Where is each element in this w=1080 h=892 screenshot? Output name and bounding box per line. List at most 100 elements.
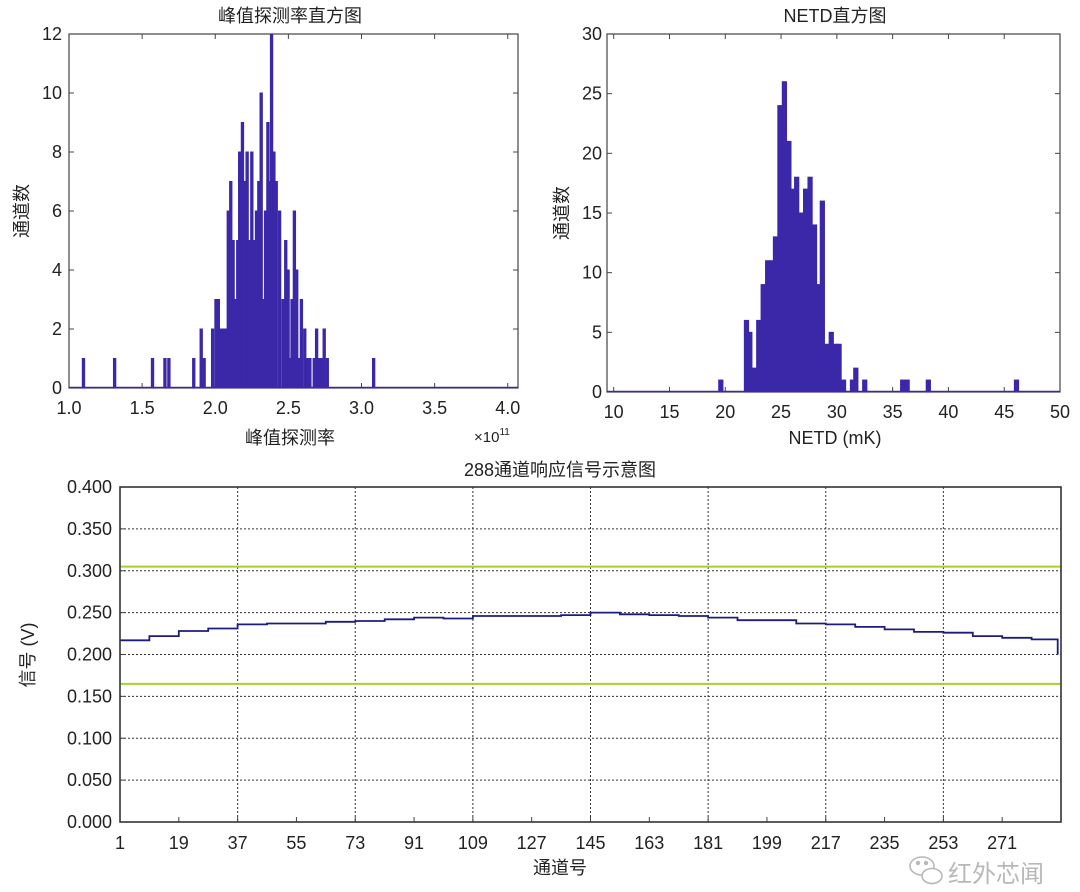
x-tick-label: 3.0 bbox=[349, 398, 374, 418]
x-tick-label: 235 bbox=[870, 833, 900, 853]
y-tick-label: 6 bbox=[52, 201, 62, 221]
y-tick-label: 0 bbox=[52, 378, 62, 398]
histogram-bar bbox=[217, 300, 219, 389]
y-tick-label: 0.050 bbox=[67, 770, 112, 790]
x-tick-label: 35 bbox=[883, 402, 903, 422]
x-axis-label: NETD (mK) bbox=[789, 428, 882, 448]
watermark: 红外芯闻 bbox=[910, 857, 1044, 888]
x-tick-label: 163 bbox=[634, 833, 664, 853]
histogram-bar bbox=[803, 189, 807, 392]
y-tick-label: 0.350 bbox=[67, 519, 112, 539]
histogram-bar bbox=[298, 359, 300, 389]
y-tick-label: 20 bbox=[582, 143, 602, 163]
histogram-bar bbox=[300, 300, 302, 389]
histogram-bar bbox=[854, 368, 858, 392]
y-axis-label: 通道数 bbox=[552, 186, 572, 240]
chart-title: 峰值探测率直方图 bbox=[218, 6, 362, 26]
y-tick-label: 12 bbox=[42, 24, 62, 44]
histogram-bar bbox=[926, 380, 930, 392]
x-tick-label: 145 bbox=[575, 833, 605, 853]
y-tick-label: 30 bbox=[582, 24, 602, 44]
x-tick-label: 25 bbox=[771, 402, 791, 422]
chart-title: NETD直方图 bbox=[784, 6, 887, 26]
x-tick-label: 45 bbox=[994, 402, 1014, 422]
x-tick-label: 55 bbox=[286, 833, 306, 853]
y-axis-label: 通道数 bbox=[12, 184, 32, 238]
y-tick-label: 15 bbox=[582, 203, 602, 223]
x-tick-label: 50 bbox=[1050, 402, 1070, 422]
histogram-bar bbox=[773, 237, 777, 392]
y-tick-label: 0.000 bbox=[67, 812, 112, 832]
x-tick-label: 15 bbox=[659, 402, 679, 422]
histogram-bar bbox=[757, 320, 761, 392]
x-tick-label: 181 bbox=[693, 833, 723, 853]
histogram-bar bbox=[719, 380, 723, 392]
histogram-bar bbox=[766, 261, 770, 392]
histogram-bar bbox=[282, 300, 284, 389]
y-axis-label: 信号 (V) bbox=[18, 623, 38, 688]
channel-signal-chart: 288通道响应信号示意图 通道号 信号 (V) 0.0000.0500.1000… bbox=[18, 460, 1061, 878]
histogram-bar bbox=[863, 380, 867, 392]
histogram-bar bbox=[323, 329, 325, 388]
histogram-bar bbox=[224, 329, 226, 388]
x-axis-label: 峰值探测率 bbox=[245, 428, 335, 448]
y-tick-label: 25 bbox=[582, 84, 602, 104]
multiplier-exponent: 11 bbox=[499, 427, 510, 438]
histogram-bar bbox=[799, 213, 803, 392]
histogram-bar bbox=[239, 152, 241, 388]
x-axis-multiplier: ×1011 bbox=[474, 427, 510, 446]
x-tick-label: 91 bbox=[404, 833, 424, 853]
histogram-bar bbox=[372, 359, 374, 389]
x-tick-label: 30 bbox=[827, 402, 847, 422]
histogram-bar bbox=[211, 329, 213, 388]
histogram-bar bbox=[901, 380, 905, 392]
histogram-bar bbox=[164, 359, 166, 389]
histogram-bar bbox=[829, 332, 833, 392]
y-tick-label: 0.200 bbox=[67, 645, 112, 665]
x-axis-label: 通道号 bbox=[533, 858, 587, 878]
multiplier-base: ×10 bbox=[474, 429, 499, 446]
y-tick-label: 4 bbox=[52, 260, 62, 280]
histogram-bar bbox=[82, 359, 84, 389]
y-tick-label: 2 bbox=[52, 319, 62, 339]
histogram-bar bbox=[320, 359, 322, 389]
x-tick-label: 10 bbox=[604, 402, 624, 422]
y-tick-label: 0.300 bbox=[67, 561, 112, 581]
watermark-text: 红外芯闻 bbox=[948, 861, 1044, 888]
histogram-bar bbox=[825, 344, 829, 392]
x-tick-label: 127 bbox=[517, 833, 547, 853]
plot-area: 0.0000.0500.1000.1500.2000.2500.3000.350… bbox=[67, 477, 1061, 853]
x-tick-label: 109 bbox=[458, 833, 488, 853]
histogram-bar bbox=[795, 177, 799, 392]
x-tick-label: 3.5 bbox=[422, 398, 447, 418]
histogram-bar bbox=[816, 285, 820, 392]
x-tick-label: 199 bbox=[752, 833, 782, 853]
histogram-bar bbox=[837, 344, 841, 392]
histogram-bar bbox=[808, 177, 812, 392]
histogram-bar bbox=[787, 141, 791, 392]
y-tick-label: 0.250 bbox=[67, 603, 112, 623]
histogram-bar bbox=[905, 380, 909, 392]
histogram-bar bbox=[752, 368, 756, 392]
x-tick-label: 20 bbox=[715, 402, 735, 422]
histogram-bar bbox=[326, 359, 328, 389]
y-tick-label: 0.150 bbox=[67, 686, 112, 706]
x-tick-label: 37 bbox=[228, 833, 248, 853]
histogram-bar bbox=[151, 359, 153, 389]
x-tick-label: 217 bbox=[811, 833, 841, 853]
histogram-bar bbox=[203, 359, 205, 389]
histogram-bar bbox=[782, 82, 786, 392]
x-tick-label: 73 bbox=[345, 833, 365, 853]
histogram-bar bbox=[841, 380, 845, 392]
chart-title: 288通道响应信号示意图 bbox=[464, 460, 656, 480]
x-tick-label: 1.5 bbox=[130, 398, 155, 418]
x-tick-label: 2.5 bbox=[276, 398, 301, 418]
histogram-bar bbox=[304, 329, 306, 388]
x-tick-label: 271 bbox=[987, 833, 1017, 853]
x-tick-label: 4.0 bbox=[495, 398, 520, 418]
